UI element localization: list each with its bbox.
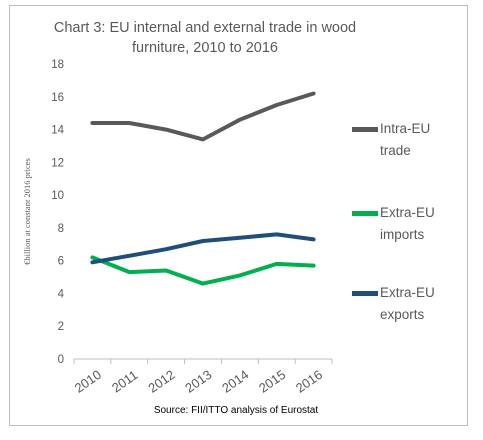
source-note: Source: FII/ITTO analysis of Eurostat xyxy=(154,405,319,416)
chart-title-line2: furniture, 2010 to 2016 xyxy=(132,40,278,56)
x-tick-label: 2012 xyxy=(145,367,177,396)
x-tick-label: 2010 xyxy=(72,367,104,396)
x-tick-label: 2011 xyxy=(109,367,141,395)
x-tick-label: 2013 xyxy=(182,367,214,396)
y-tick-label: 16 xyxy=(51,92,64,104)
y-tick-label: 8 xyxy=(58,223,64,235)
legend-swatch-extra-eu-exports xyxy=(352,291,378,296)
chart-frame xyxy=(9,5,468,426)
y-tick-label: 12 xyxy=(51,157,64,169)
y-tick-label: 4 xyxy=(58,288,65,300)
legend-label-intra-eu-line1: Intra-EU xyxy=(380,121,431,136)
y-tick-label: 0 xyxy=(58,354,64,366)
series-line-0 xyxy=(90,91,316,142)
y-tick-label: 18 xyxy=(51,59,64,71)
x-tick-label: 2016 xyxy=(293,367,325,396)
legend-label-extra-eu-exports-line1: Extra-EU xyxy=(380,285,435,300)
legend-label-extra-eu-imports-line2: imports xyxy=(380,227,425,242)
chart-title-line1: Chart 3: EU internal and external trade … xyxy=(53,20,357,36)
x-tick-label: 2015 xyxy=(256,367,288,396)
y-tick-label: 10 xyxy=(51,190,64,202)
y-tick-label: 14 xyxy=(51,125,64,137)
series-line-1 xyxy=(90,255,316,286)
legend-label-extra-eu-imports-line1: Extra-EU xyxy=(380,205,435,220)
y-axis-label: €billion at constant 2016 prices xyxy=(22,158,32,265)
legend-swatch-extra-eu-imports xyxy=(352,211,378,216)
y-tick-label: 6 xyxy=(58,256,64,268)
y-tick-label: 2 xyxy=(58,321,64,333)
legend-label-intra-eu-line2: trade xyxy=(380,143,411,158)
x-tick-label: 2014 xyxy=(219,367,251,396)
legend-swatch-intra-eu xyxy=(352,127,378,132)
series-line-2 xyxy=(90,232,316,265)
legend-label-extra-eu-exports-line2: exports xyxy=(380,307,425,322)
